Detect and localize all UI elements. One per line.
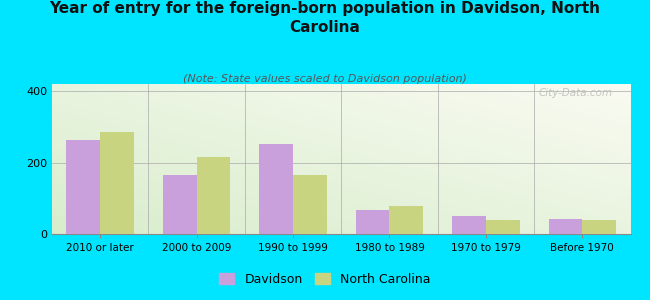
Bar [549,219,582,234]
Bar [486,220,519,234]
Bar [100,132,134,234]
Bar [452,216,486,234]
Bar [293,175,327,234]
Text: Year of entry for the foreign-born population in Davidson, North
Carolina: Year of entry for the foreign-born popul… [49,2,601,35]
Bar [356,210,389,234]
Bar [196,157,230,234]
Text: City-Data.com: City-Data.com [539,88,613,98]
Bar [66,140,100,234]
Legend: Davidson, North Carolina: Davidson, North Carolina [214,268,436,291]
Bar [582,220,616,234]
Bar [389,206,423,234]
Bar [259,144,293,234]
Bar [163,175,196,234]
Text: (Note: State values scaled to Davidson population): (Note: State values scaled to Davidson p… [183,74,467,83]
